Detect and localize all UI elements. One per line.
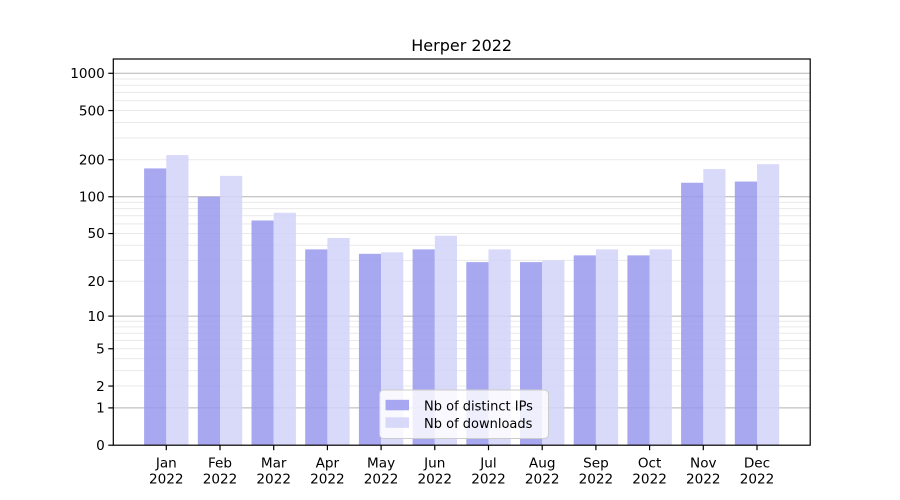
bar-distinct-ips-nov — [681, 182, 704, 446]
x-axis-ticks: Jan2022Feb2022Mar2022Apr2022May2022Jun20… — [149, 445, 775, 488]
x-tick-label-month: Aug — [529, 456, 556, 472]
x-tick-label-month: Apr — [316, 456, 340, 472]
y-tick-label: 500 — [79, 103, 105, 119]
x-tick-label-month: Feb — [208, 456, 232, 472]
bar-downloads-sep — [595, 249, 619, 446]
legend: Nb of distinct IPs Nb of downloads — [379, 389, 549, 439]
x-tick-label-month: Oct — [638, 456, 662, 472]
y-tick-label: 0 — [96, 438, 105, 454]
legend-label-downloads: Nb of downloads — [424, 417, 533, 432]
y-tick-label: 10 — [87, 309, 104, 325]
bar-distinct-ips-dec — [734, 181, 757, 446]
x-tick-label-month: May — [367, 456, 395, 472]
legend-box — [379, 389, 549, 439]
y-tick-label: 200 — [79, 152, 105, 168]
bar-downloads-apr — [327, 237, 350, 446]
bar-downloads-feb — [220, 175, 243, 446]
x-tick-label-year: 2022 — [417, 472, 452, 488]
bar-downloads-oct — [649, 249, 672, 446]
x-tick-label-month: Mar — [261, 456, 287, 472]
x-tick-label-year: 2022 — [256, 472, 291, 488]
bar-distinct-ips-apr — [305, 249, 328, 446]
y-axis-ticks: 0 1 2 5 10 20 50 100 200 500 1000 — [70, 66, 114, 454]
x-tick-label-year: 2022 — [364, 472, 399, 488]
x-tick-label-year: 2022 — [740, 472, 775, 488]
x-tick-label-month: Sep — [583, 456, 609, 472]
x-tick-label-year: 2022 — [686, 472, 721, 488]
x-tick-label-year: 2022 — [471, 472, 506, 488]
x-tick-label-year: 2022 — [525, 472, 560, 488]
y-tick-label: 5 — [96, 341, 105, 357]
x-tick-label-month: Jan — [155, 456, 177, 472]
bar-distinct-ips-feb — [197, 196, 220, 446]
x-tick-label-year: 2022 — [310, 472, 345, 488]
bar-distinct-ips-sep — [573, 255, 596, 446]
legend-label-distinct-ips: Nb of distinct IPs — [424, 399, 533, 414]
y-tick-label: 2 — [96, 379, 105, 395]
bar-distinct-ips-jan — [144, 168, 167, 446]
bar-distinct-ips-may — [358, 253, 382, 446]
legend-swatch-distinct-ips — [385, 399, 409, 411]
bar-distinct-ips-oct — [627, 255, 650, 446]
bar-downloads-dec — [757, 164, 780, 446]
y-tick-label: 20 — [87, 274, 104, 290]
x-tick-label-month: Dec — [744, 456, 770, 472]
x-tick-label-year: 2022 — [632, 472, 667, 488]
x-tick-label-month: Jun — [423, 456, 445, 472]
chart-title: Herper 2022 — [411, 36, 512, 55]
x-tick-label-year: 2022 — [579, 472, 614, 488]
bar-distinct-ips-mar — [251, 220, 274, 446]
y-tick-label: 1 — [96, 401, 105, 417]
x-tick-label-year: 2022 — [203, 472, 238, 488]
plot-border — [112, 58, 811, 446]
bar-downloads-mar — [273, 212, 296, 446]
y-tick-label: 100 — [79, 189, 105, 205]
x-tick-label-month: Nov — [690, 456, 717, 472]
bar-downloads-jan — [166, 155, 189, 446]
x-tick-label-year: 2022 — [149, 472, 184, 488]
bar-downloads-nov — [703, 169, 726, 446]
legend-swatch-downloads — [385, 417, 409, 428]
y-tick-label: 1000 — [70, 66, 105, 82]
x-tick-label-month: Jul — [479, 456, 496, 472]
y-tick-label: 50 — [87, 226, 104, 242]
